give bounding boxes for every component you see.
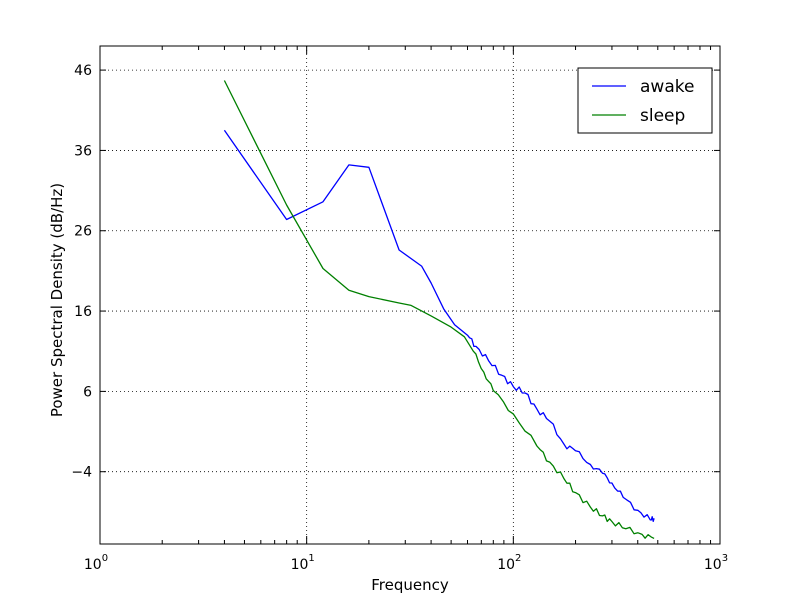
y-tick-label: 46 (74, 63, 92, 79)
x-tick-label: 101 (291, 553, 315, 573)
x-tick-label-exponent: 3 (722, 553, 728, 564)
x-tick-label-exponent: 1 (308, 553, 314, 564)
y-axis-label: Power Spectral Density (dB/Hz) (48, 183, 66, 417)
x-tick-label-exponent: 0 (102, 553, 108, 564)
x-tick-label-base: 10 (704, 557, 722, 573)
series-lines (223, 80, 655, 539)
legend-box (577, 67, 713, 134)
y-tick-label: 26 (74, 224, 92, 240)
legend-label-awake: awake (640, 77, 694, 97)
x-tick-labels: 100 101 102 103 (84, 553, 728, 573)
legend-label-sleep: sleep (640, 106, 685, 126)
x-tick-label-base: 10 (497, 557, 515, 573)
series-line-awake (223, 129, 655, 523)
x-tick-label-base: 10 (84, 557, 102, 573)
legend: awake sleep (577, 67, 713, 134)
series-line-sleep (223, 80, 655, 539)
x-tick-label: 102 (497, 553, 521, 573)
x-tick-label: 100 (84, 553, 108, 573)
x-tick-label-exponent: 2 (515, 553, 521, 564)
x-axis-label: Frequency (371, 576, 449, 594)
plot-frame (99, 45, 721, 545)
axis-ticks (99, 46, 721, 544)
y-tick-label: 16 (74, 304, 92, 320)
y-tick-label: 36 (74, 143, 92, 159)
x-tick-label: 103 (704, 553, 728, 573)
x-tick-label-base: 10 (291, 557, 309, 573)
y-tick-label: 6 (83, 384, 92, 400)
y-tick-labels: −4 6 16 26 36 46 (71, 63, 92, 481)
y-tick-label: −4 (71, 465, 92, 481)
